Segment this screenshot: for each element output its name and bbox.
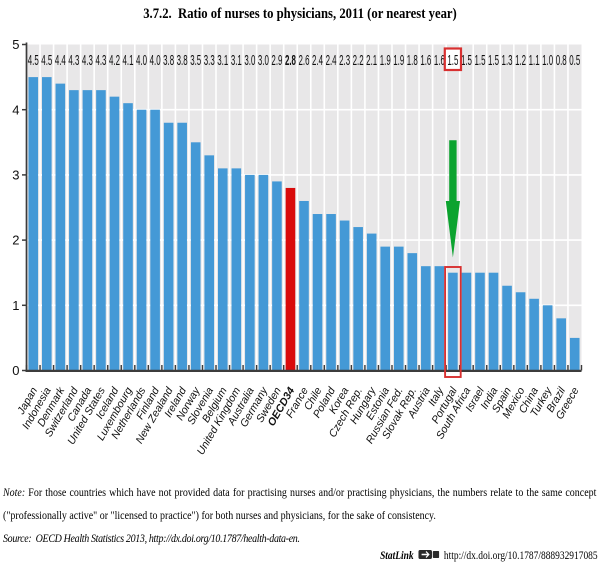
svg-text:1.0: 1.0	[542, 53, 553, 69]
svg-text:1.1: 1.1	[529, 53, 540, 69]
svg-text:2.8: 2.8	[285, 53, 296, 69]
svg-text:4.0: 4.0	[150, 53, 161, 69]
svg-text:2.4: 2.4	[326, 53, 337, 69]
svg-text:3.1: 3.1	[231, 53, 242, 69]
svg-text:4.3: 4.3	[68, 53, 79, 69]
svg-text:1: 1	[12, 298, 19, 313]
svg-text:1.2: 1.2	[515, 53, 526, 69]
svg-text:3: 3	[12, 168, 19, 183]
svg-text:2.6: 2.6	[299, 53, 310, 69]
svg-text:2.4: 2.4	[312, 53, 323, 69]
svg-text:3.3: 3.3	[204, 53, 215, 69]
svg-text:2.9: 2.9	[271, 53, 282, 69]
svg-text:5: 5	[12, 37, 19, 52]
svg-text:1.6: 1.6	[420, 53, 431, 69]
svg-text:1.9: 1.9	[393, 53, 404, 69]
svg-text:1.5: 1.5	[461, 53, 472, 69]
svg-text:0.5: 0.5	[569, 53, 580, 69]
svg-text:4: 4	[12, 102, 19, 117]
svg-text:1.9: 1.9	[380, 53, 391, 69]
svg-text:1.8: 1.8	[407, 53, 418, 69]
svg-text:4.5: 4.5	[28, 53, 39, 69]
svg-text:4.5: 4.5	[41, 53, 52, 69]
svg-text:0.8: 0.8	[556, 53, 567, 69]
svg-text:4.0: 4.0	[136, 53, 147, 69]
svg-text:2.1: 2.1	[366, 53, 377, 69]
svg-text:3.1: 3.1	[217, 53, 228, 69]
svg-text:1.5: 1.5	[474, 53, 485, 69]
svg-text:2.3: 2.3	[339, 53, 350, 69]
svg-text:3.8: 3.8	[177, 53, 188, 69]
svg-text:0: 0	[12, 363, 19, 378]
svg-text:4.4: 4.4	[55, 53, 66, 69]
svg-text:1.3: 1.3	[502, 53, 513, 69]
svg-text:1.5: 1.5	[447, 53, 458, 69]
svg-text:2: 2	[12, 233, 19, 248]
svg-text:4.2: 4.2	[109, 53, 120, 69]
svg-text:3.5: 3.5	[190, 53, 201, 69]
svg-text:3.0: 3.0	[258, 53, 269, 69]
svg-text:4.3: 4.3	[95, 53, 106, 69]
svg-text:4.3: 4.3	[82, 53, 93, 69]
svg-text:1.5: 1.5	[488, 53, 499, 69]
svg-text:3.0: 3.0	[244, 53, 255, 69]
svg-text:3.8: 3.8	[163, 53, 174, 69]
svg-text:1.6: 1.6	[434, 53, 445, 69]
svg-text:4.1: 4.1	[123, 53, 134, 69]
svg-text:2.2: 2.2	[353, 53, 364, 69]
